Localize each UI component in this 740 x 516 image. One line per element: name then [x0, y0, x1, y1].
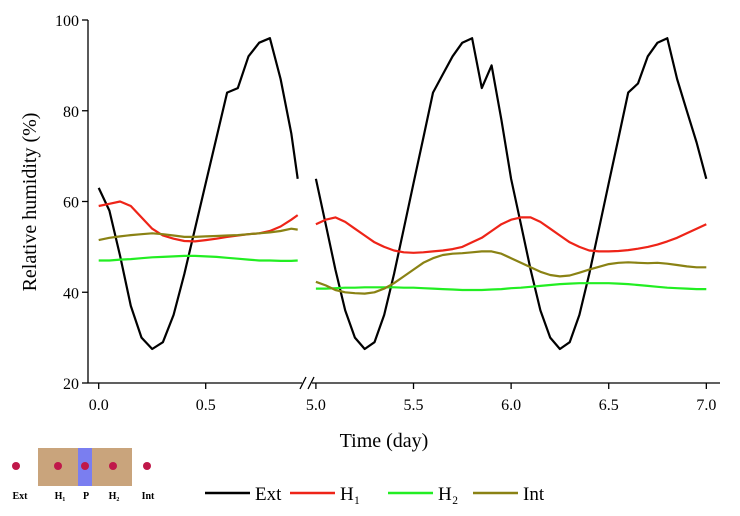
x-tick-label: 5.5 [404, 397, 424, 414]
axis-break [307, 376, 315, 390]
y-tick-label: 80 [63, 104, 79, 121]
y-tick-label: 60 [63, 195, 79, 212]
legend-label: H₁ [340, 484, 360, 505]
inset-label: Int [142, 491, 155, 502]
inset-label: H₂ [109, 491, 120, 502]
x-axis-title: Time (day) [340, 430, 429, 452]
inset-dot [12, 462, 20, 470]
legend-label: Ext [255, 484, 282, 505]
x-tick-label: 0.0 [89, 397, 109, 414]
x-tick-label: 0.5 [196, 397, 216, 414]
y-axis-title: Relative humidity (%) [19, 113, 41, 292]
series-line [98, 200, 707, 254]
legend-label: H₂ [438, 484, 458, 505]
series-line [98, 227, 707, 295]
axis-break [299, 376, 307, 390]
inset-label: Ext [13, 491, 29, 502]
x-tick-label: 7.0 [696, 397, 716, 414]
inset-label: H₁ [55, 491, 66, 502]
x-tick-label: 5.0 [306, 397, 326, 414]
inset-dot [109, 462, 117, 470]
y-tick-label: 100 [55, 13, 79, 30]
legend-label: Int [523, 484, 545, 505]
x-tick-label: 6.5 [599, 397, 619, 414]
inset-dot [81, 462, 89, 470]
y-tick-label: 40 [63, 285, 79, 302]
inset-dot [54, 462, 62, 470]
inset-dot [143, 462, 151, 470]
inset-diagram: Ext H₁ P H₂ Int [12, 448, 155, 502]
series-line [98, 254, 707, 292]
inset-label: P [83, 491, 89, 502]
series-line [97, 37, 708, 351]
y-tick-label: 20 [63, 376, 79, 393]
x-tick-label: 6.0 [501, 397, 521, 414]
